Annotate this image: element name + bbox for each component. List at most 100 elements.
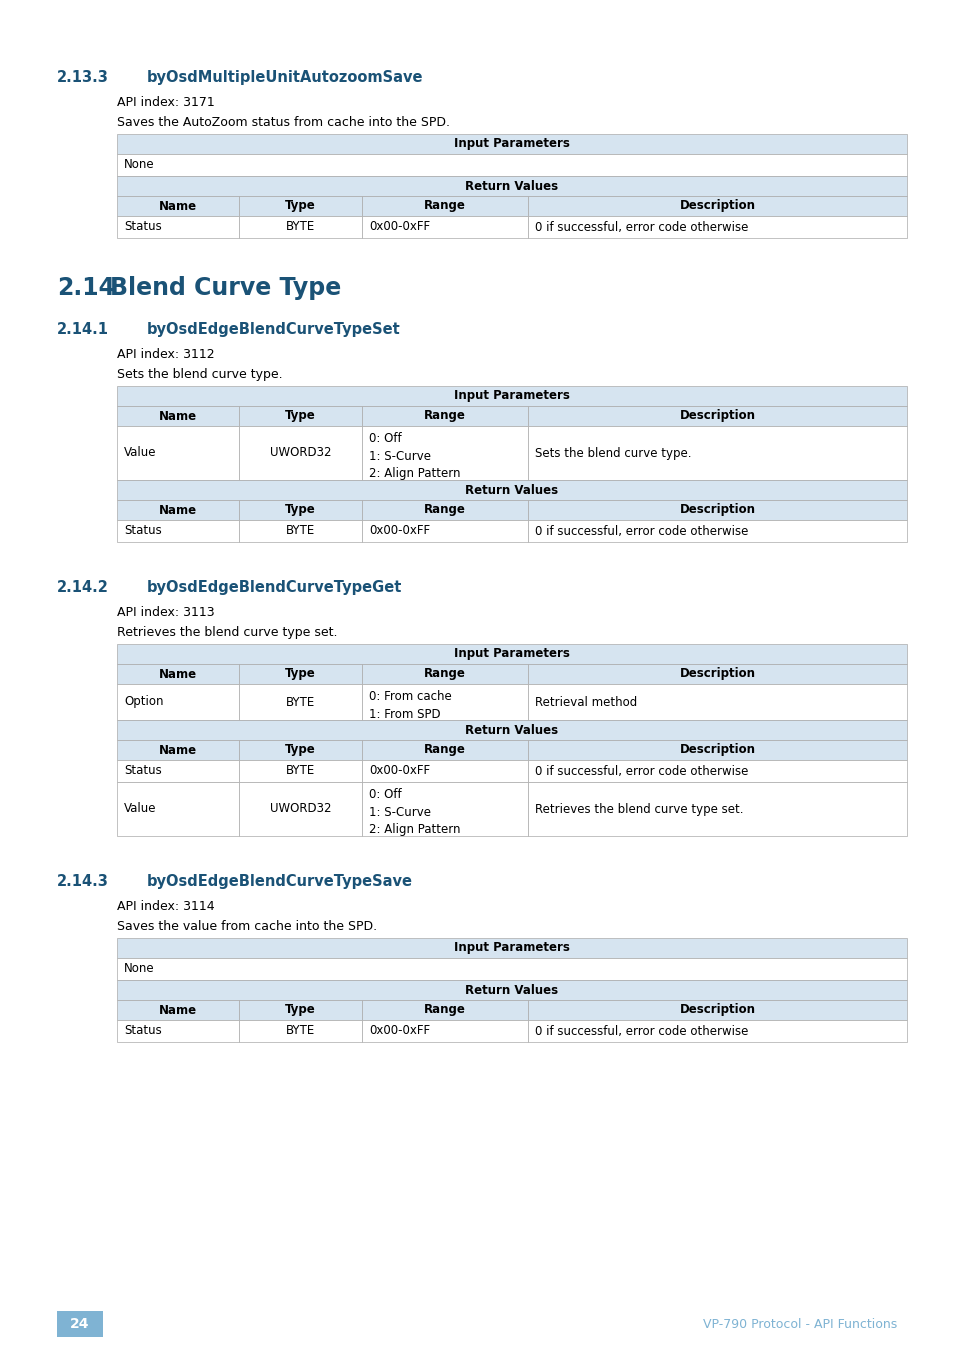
Text: 0 if successful, error code otherwise: 0 if successful, error code otherwise <box>535 765 747 777</box>
Bar <box>239 427 361 481</box>
Text: 0 if successful, error code otherwise: 0 if successful, error code otherwise <box>535 221 747 233</box>
Text: 2.14.3: 2.14.3 <box>57 873 109 890</box>
Text: Range: Range <box>423 199 465 213</box>
Bar <box>117 741 239 760</box>
Text: Value: Value <box>124 803 156 815</box>
Text: 0: Off
1: S-Curve
2: Align Pattern: 0: Off 1: S-Curve 2: Align Pattern <box>369 788 460 835</box>
Text: API index: 3113: API index: 3113 <box>117 607 214 619</box>
Text: Name: Name <box>159 668 197 681</box>
Text: 0 if successful, error code otherwise: 0 if successful, error code otherwise <box>535 524 747 538</box>
Bar <box>361 663 527 684</box>
Bar <box>117 386 906 406</box>
Bar <box>239 1001 361 1020</box>
Text: Retrieves the blend curve type set.: Retrieves the blend curve type set. <box>535 803 742 815</box>
Text: BYTE: BYTE <box>286 524 315 538</box>
Bar <box>117 760 239 783</box>
Bar <box>527 1001 906 1020</box>
Bar <box>361 760 527 783</box>
Bar <box>239 500 361 520</box>
Text: 0x00-0xFF: 0x00-0xFF <box>369 1025 430 1037</box>
Text: None: None <box>124 158 154 172</box>
Bar <box>527 406 906 427</box>
Bar <box>117 217 239 238</box>
Text: 0: From cache
1: From SPD: 0: From cache 1: From SPD <box>369 691 451 720</box>
Bar <box>117 783 239 835</box>
Bar <box>527 663 906 684</box>
Text: Saves the AutoZoom status from cache into the SPD.: Saves the AutoZoom status from cache int… <box>117 116 450 129</box>
Bar <box>527 500 906 520</box>
Text: Saves the value from cache into the SPD.: Saves the value from cache into the SPD. <box>117 919 376 933</box>
Text: Range: Range <box>423 668 465 681</box>
Bar <box>117 720 906 741</box>
Bar <box>361 741 527 760</box>
Text: BYTE: BYTE <box>286 221 315 233</box>
Bar <box>117 481 906 500</box>
Text: Sets the blend curve type.: Sets the blend curve type. <box>535 447 691 459</box>
Text: Name: Name <box>159 199 197 213</box>
Bar <box>117 154 906 176</box>
Text: Name: Name <box>159 743 197 757</box>
Bar <box>117 980 906 1001</box>
Bar <box>239 217 361 238</box>
Bar <box>117 134 906 154</box>
Bar <box>239 760 361 783</box>
Bar <box>361 783 527 835</box>
Text: byOsdMultipleUnitAutozoomSave: byOsdMultipleUnitAutozoomSave <box>147 70 423 85</box>
Text: Input Parameters: Input Parameters <box>454 941 569 955</box>
Bar <box>117 663 239 684</box>
Bar <box>527 741 906 760</box>
Text: byOsdEdgeBlendCurveTypeSave: byOsdEdgeBlendCurveTypeSave <box>147 873 413 890</box>
Bar <box>527 196 906 217</box>
Text: BYTE: BYTE <box>286 696 315 708</box>
Bar <box>527 760 906 783</box>
Text: Description: Description <box>679 409 755 422</box>
Text: Description: Description <box>679 504 755 516</box>
Bar <box>117 684 239 720</box>
Bar <box>527 520 906 542</box>
Bar <box>239 783 361 835</box>
Text: Range: Range <box>423 743 465 757</box>
Bar <box>361 500 527 520</box>
Text: API index: 3171: API index: 3171 <box>117 96 214 110</box>
Text: 0 if successful, error code otherwise: 0 if successful, error code otherwise <box>535 1025 747 1037</box>
Text: API index: 3114: API index: 3114 <box>117 900 214 913</box>
Text: API index: 3112: API index: 3112 <box>117 348 214 362</box>
Bar <box>117 959 906 980</box>
Bar <box>527 427 906 481</box>
Text: Retrieves the blend curve type set.: Retrieves the blend curve type set. <box>117 626 337 639</box>
Text: byOsdEdgeBlendCurveTypeGet: byOsdEdgeBlendCurveTypeGet <box>147 580 402 594</box>
Text: 0x00-0xFF: 0x00-0xFF <box>369 524 430 538</box>
Text: BYTE: BYTE <box>286 765 315 777</box>
Bar <box>117 645 906 663</box>
Bar <box>239 741 361 760</box>
Text: UWORD32: UWORD32 <box>270 803 331 815</box>
Text: Option: Option <box>124 696 163 708</box>
Text: byOsdEdgeBlendCurveTypeSet: byOsdEdgeBlendCurveTypeSet <box>147 322 400 337</box>
Text: VP-790 Protocol - API Functions: VP-790 Protocol - API Functions <box>702 1317 896 1331</box>
Text: Type: Type <box>285 199 315 213</box>
Bar <box>117 520 239 542</box>
Text: 2.13.3: 2.13.3 <box>57 70 109 85</box>
Text: BYTE: BYTE <box>286 1025 315 1037</box>
Text: Return Values: Return Values <box>465 180 558 192</box>
Text: Blend Curve Type: Blend Curve Type <box>110 276 341 301</box>
Text: Status: Status <box>124 221 162 233</box>
Text: 0x00-0xFF: 0x00-0xFF <box>369 765 430 777</box>
Text: Return Values: Return Values <box>465 483 558 497</box>
Bar <box>117 176 906 196</box>
Text: Description: Description <box>679 199 755 213</box>
Text: 24: 24 <box>71 1317 90 1331</box>
Bar <box>117 1001 239 1020</box>
Text: Input Parameters: Input Parameters <box>454 647 569 661</box>
Text: Range: Range <box>423 504 465 516</box>
Text: 0: Off
1: S-Curve
2: Align Pattern: 0: Off 1: S-Curve 2: Align Pattern <box>369 432 460 481</box>
Text: 2.14.1: 2.14.1 <box>57 322 109 337</box>
Text: Status: Status <box>124 524 162 538</box>
Bar <box>239 663 361 684</box>
Bar <box>117 196 239 217</box>
Text: Range: Range <box>423 409 465 422</box>
Text: Retrieval method: Retrieval method <box>535 696 637 708</box>
Bar <box>117 406 239 427</box>
Text: Input Parameters: Input Parameters <box>454 138 569 150</box>
Bar <box>361 520 527 542</box>
